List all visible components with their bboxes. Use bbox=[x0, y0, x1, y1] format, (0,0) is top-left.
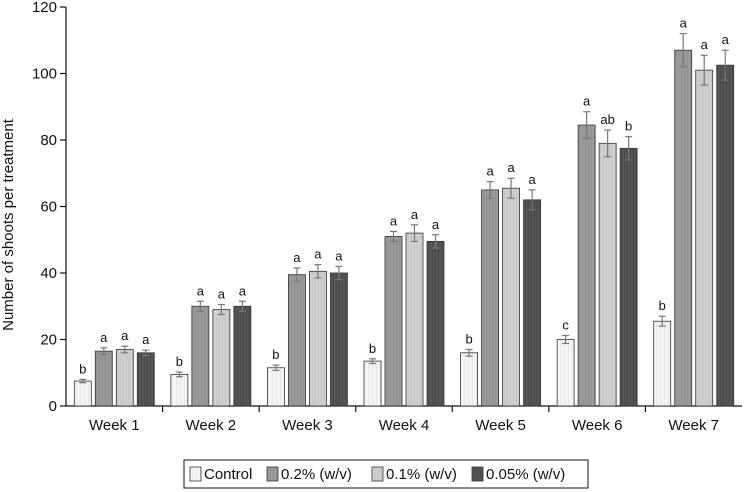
significance-letter: a bbox=[121, 328, 129, 343]
bar bbox=[191, 305, 210, 407]
significance-letter: a bbox=[507, 160, 515, 175]
bar bbox=[233, 305, 252, 407]
x-category-label: Week 7 bbox=[668, 417, 719, 434]
legend-swatch bbox=[266, 466, 279, 482]
legend: Control 0.2% (w/v) 0.1% (w/v) 0.05% (w/v) bbox=[183, 459, 589, 489]
bar bbox=[653, 320, 672, 407]
significance-letter: b bbox=[79, 361, 86, 376]
bar bbox=[384, 236, 403, 407]
x-category-label: Week 5 bbox=[475, 417, 526, 434]
bar bbox=[115, 349, 134, 407]
significance-letter: a bbox=[314, 247, 322, 262]
y-tick-label: 0 bbox=[49, 398, 57, 415]
bar bbox=[94, 350, 113, 407]
significance-letter: a bbox=[197, 283, 205, 298]
significance-letter: a bbox=[583, 94, 591, 109]
legend-swatch bbox=[189, 466, 202, 482]
bar bbox=[577, 124, 596, 407]
significance-letter: a bbox=[239, 283, 247, 298]
bar bbox=[523, 199, 541, 407]
x-category-label: Week 2 bbox=[186, 417, 237, 434]
significance-letter: a bbox=[390, 213, 398, 228]
x-category-label: Week 1 bbox=[89, 417, 140, 434]
bar bbox=[212, 309, 231, 407]
bar bbox=[674, 49, 693, 407]
legend-label: Control bbox=[204, 466, 252, 483]
bar bbox=[309, 270, 327, 407]
y-tick-label: 120 bbox=[32, 0, 57, 16]
bar bbox=[460, 352, 478, 407]
bar bbox=[481, 189, 499, 407]
legend-box bbox=[183, 459, 589, 489]
significance-letter: b bbox=[369, 341, 376, 356]
y-axis-title: Number of shoots per treatment bbox=[0, 118, 17, 331]
bar bbox=[73, 380, 92, 407]
bar bbox=[267, 367, 285, 407]
significance-letter: a bbox=[100, 330, 108, 345]
legend-swatch bbox=[471, 466, 484, 482]
significance-letter: a bbox=[293, 250, 301, 265]
significance-letter: b bbox=[659, 298, 666, 313]
bar bbox=[170, 374, 189, 407]
bar bbox=[330, 272, 348, 407]
significance-letter: a bbox=[680, 16, 688, 31]
bar bbox=[426, 241, 445, 407]
significance-letter: a bbox=[486, 164, 494, 179]
y-tick-label: 100 bbox=[32, 66, 57, 83]
bars-layer bbox=[73, 32, 735, 407]
x-category-label: Week 3 bbox=[282, 417, 333, 434]
bar bbox=[598, 142, 617, 407]
y-tick-label: 20 bbox=[40, 332, 57, 349]
significance-letter: a bbox=[218, 287, 226, 302]
x-category-label: Week 6 bbox=[572, 417, 623, 434]
legend-label: 0.05% (w/v) bbox=[486, 466, 565, 483]
significance-letter: ab bbox=[600, 112, 614, 127]
bar bbox=[502, 187, 520, 407]
bar bbox=[288, 274, 306, 407]
significance-letter: c bbox=[562, 318, 569, 333]
significance-letter: a bbox=[335, 248, 343, 263]
significance-letter: b bbox=[176, 354, 183, 369]
legend-label: 0.2% (w/v) bbox=[281, 466, 352, 483]
significance-letter: a bbox=[701, 37, 709, 52]
y-tick-label: 80 bbox=[40, 132, 57, 149]
significance-letter: a bbox=[142, 332, 150, 347]
legend-label: 0.1% (w/v) bbox=[386, 466, 457, 483]
significance-letter: b bbox=[272, 347, 279, 362]
significance-letter: b bbox=[465, 331, 472, 346]
legend-swatch bbox=[371, 466, 384, 482]
x-category-label: Week 4 bbox=[379, 417, 430, 434]
bar bbox=[136, 352, 155, 407]
bar bbox=[695, 69, 714, 407]
bar bbox=[405, 232, 424, 407]
significance-letter: a bbox=[432, 217, 440, 232]
bar bbox=[619, 147, 638, 407]
bar bbox=[363, 360, 382, 407]
bar bbox=[556, 339, 575, 407]
y-tick-label: 60 bbox=[40, 199, 57, 216]
y-tick-label: 40 bbox=[40, 265, 57, 282]
significance-letter: a bbox=[722, 32, 730, 47]
significance-letter: a bbox=[528, 172, 536, 187]
bar bbox=[716, 64, 735, 407]
significance-letter: b bbox=[625, 119, 632, 134]
significance-letter: a bbox=[411, 207, 419, 222]
